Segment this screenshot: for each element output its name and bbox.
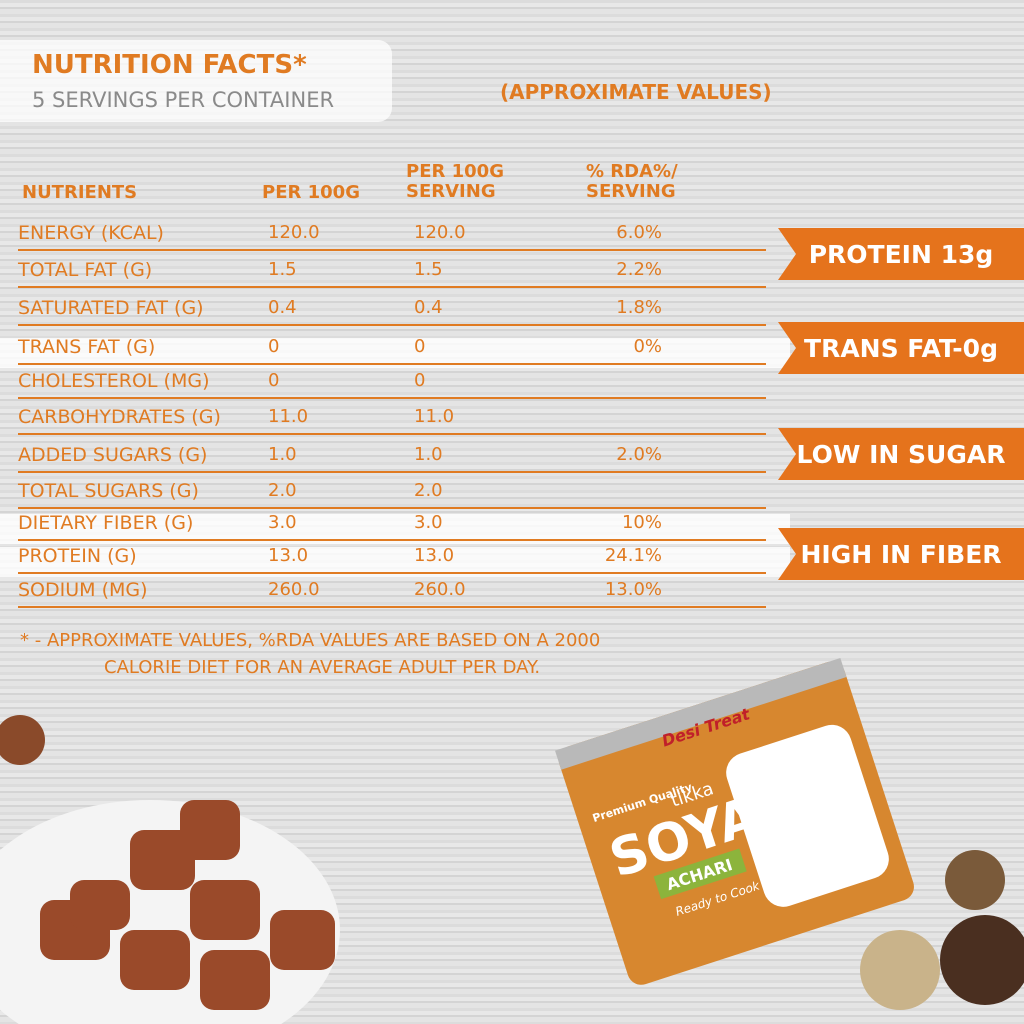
rda: 1.8% bbox=[616, 297, 662, 318]
col-head: PER 100G bbox=[262, 182, 360, 203]
nutrient: PROTEIN (G) bbox=[18, 545, 137, 567]
badge: TRANS FAT-0g bbox=[778, 322, 1024, 374]
per-100g: 0 bbox=[268, 370, 280, 391]
row-line bbox=[18, 572, 766, 574]
row-line bbox=[18, 471, 766, 473]
row-line bbox=[18, 539, 766, 541]
row-line bbox=[18, 324, 766, 326]
badge: LOW IN SUGAR bbox=[778, 428, 1024, 480]
nutrient: ADDED SUGARS (G) bbox=[18, 444, 208, 466]
rda: 6.0% bbox=[616, 222, 662, 243]
per-100g: 11.0 bbox=[268, 406, 309, 427]
row-line bbox=[18, 433, 766, 435]
footnote: CALORIE DIET FOR AN AVERAGE ADULT PER DA… bbox=[104, 657, 541, 678]
row-line bbox=[18, 606, 766, 608]
subtitle: 5 SERVINGS PER CONTAINER bbox=[32, 88, 335, 112]
can: Premium Quality SOYA tikka ACHARI Ready … bbox=[555, 657, 914, 985]
rda: 2.2% bbox=[616, 259, 662, 280]
skewers bbox=[40, 800, 335, 1010]
per-100g: 120.0 bbox=[268, 222, 320, 243]
title: NUTRITION FACTS* bbox=[32, 50, 307, 80]
per-100g: 1.0 bbox=[268, 444, 297, 465]
rda: 10% bbox=[621, 512, 662, 533]
nutrient: SODIUM (MG) bbox=[18, 579, 148, 601]
nutrient: DIETARY FIBER (G) bbox=[18, 512, 194, 534]
serving: 13.0 bbox=[414, 545, 455, 566]
nutrient: TOTAL SUGARS (G) bbox=[18, 480, 199, 502]
per-100g: 3.0 bbox=[268, 512, 297, 533]
col-head: % RDA%/ SERVING bbox=[586, 161, 678, 202]
nutrient: CARBOHYDRATES (G) bbox=[18, 406, 221, 428]
footnote: * - APPROXIMATE VALUES, %RDA VALUES ARE … bbox=[20, 630, 601, 651]
nutrient: TOTAL FAT (G) bbox=[18, 259, 153, 281]
row-line bbox=[18, 363, 766, 365]
serving: 1.0 bbox=[414, 444, 443, 465]
nutrient: TRANS FAT (G) bbox=[18, 336, 156, 358]
serving: 2.0 bbox=[414, 480, 443, 501]
serving: 0.4 bbox=[414, 297, 443, 318]
per-100g: 2.0 bbox=[268, 480, 297, 501]
per-100g: 260.0 bbox=[268, 579, 320, 600]
col-head: NUTRIENTS bbox=[22, 182, 138, 203]
row-line bbox=[18, 507, 766, 509]
rda: 13.0% bbox=[604, 579, 662, 600]
rda: 24.1% bbox=[604, 545, 662, 566]
spices bbox=[0, 715, 1024, 1010]
badge: HIGH IN FIBER bbox=[778, 528, 1024, 580]
row-line bbox=[18, 249, 766, 251]
serving: 11.0 bbox=[414, 406, 455, 427]
serving: 260.0 bbox=[414, 579, 466, 600]
nutrient: ENERGY (KCAL) bbox=[18, 222, 164, 244]
serving: 0 bbox=[414, 370, 426, 391]
note: (APPROXIMATE VALUES) bbox=[500, 80, 772, 104]
per-100g: 0.4 bbox=[268, 297, 297, 318]
nutrient: CHOLESTEROL (MG) bbox=[18, 370, 210, 392]
serving: 0 bbox=[414, 336, 426, 357]
serving: 3.0 bbox=[414, 512, 443, 533]
badge: PROTEIN 13g bbox=[778, 228, 1024, 280]
serving: 120.0 bbox=[414, 222, 466, 243]
row-line bbox=[18, 286, 766, 288]
nutrient: SATURATED FAT (G) bbox=[18, 297, 204, 319]
per-100g: 0 bbox=[268, 336, 280, 357]
col-head: PER 100G SERVING bbox=[406, 161, 504, 202]
per-100g: 1.5 bbox=[268, 259, 297, 280]
serving: 1.5 bbox=[414, 259, 443, 280]
row-line bbox=[18, 397, 766, 399]
rda: 2.0% bbox=[616, 444, 662, 465]
title-box bbox=[0, 40, 392, 122]
per-100g: 13.0 bbox=[268, 545, 309, 566]
rda: 0% bbox=[633, 336, 662, 357]
